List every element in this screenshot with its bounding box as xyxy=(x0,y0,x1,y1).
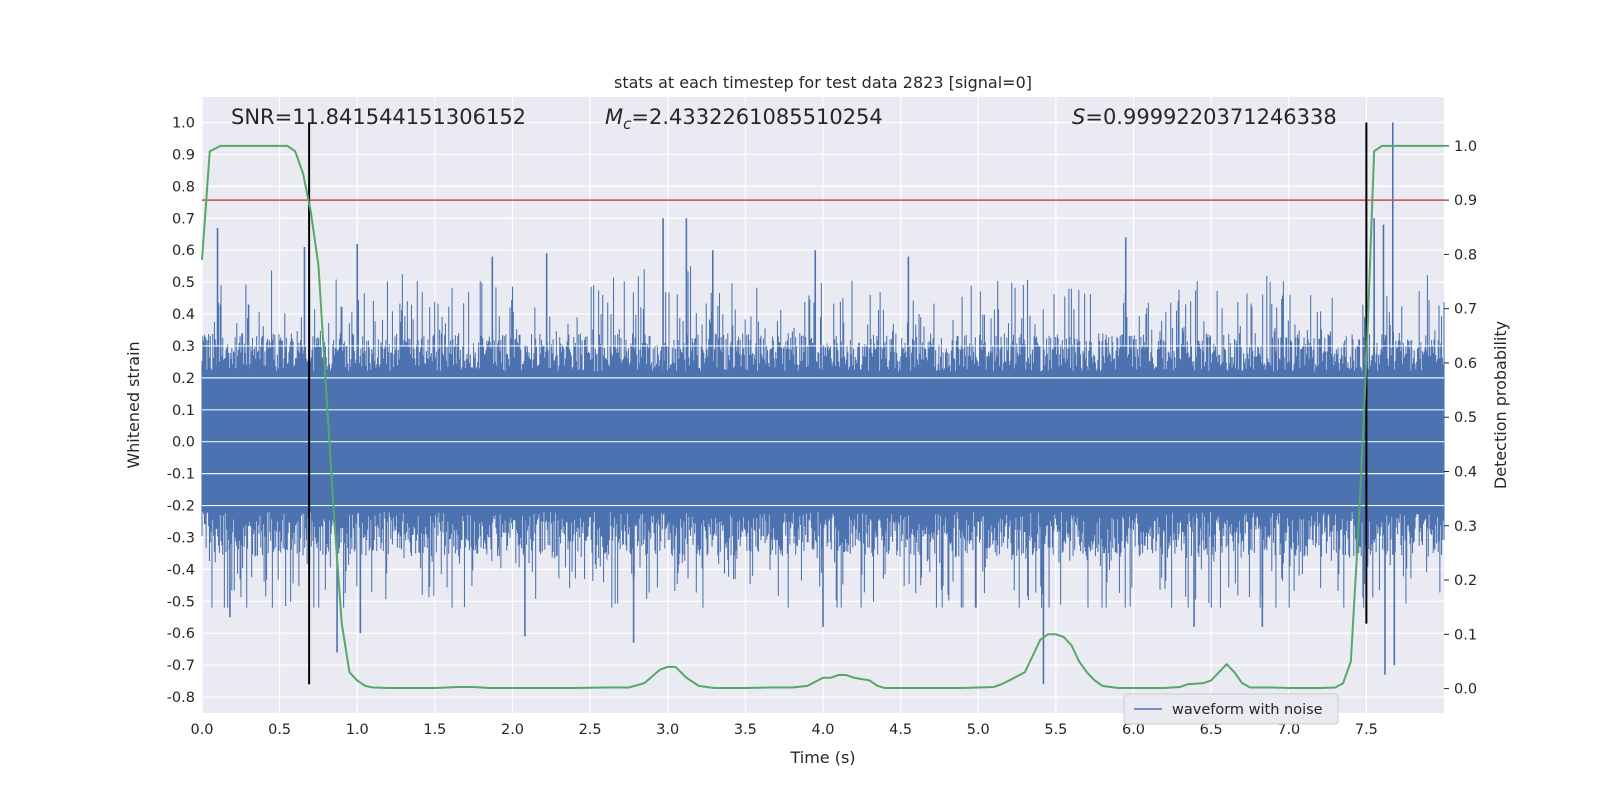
y-tick-label: 0.0 xyxy=(172,435,195,451)
y-tick-label: -0.5 xyxy=(167,594,195,610)
x-tick-label: 2.5 xyxy=(579,722,602,738)
y2-tick-label: 0.0 xyxy=(1454,682,1477,698)
score-symbol: S xyxy=(1072,105,1085,129)
waveform-with-noise-series xyxy=(201,122,1445,685)
y2-tick-label: 0.3 xyxy=(1454,519,1477,535)
legend-box xyxy=(1123,693,1339,725)
x-tick-label: 6.0 xyxy=(1122,722,1145,738)
y2-tick-label: 1.0 xyxy=(1454,139,1477,155)
y-tick-label: 0.1 xyxy=(172,403,195,419)
y-tick-label: -0.8 xyxy=(167,690,195,706)
y2-tick-label: 0.4 xyxy=(1454,464,1477,480)
y-tick-label: 0.3 xyxy=(172,339,195,355)
chirp-mass-subscript: c xyxy=(623,115,632,133)
legend: waveform with noise xyxy=(1123,693,1339,725)
y2-tick-label: 0.2 xyxy=(1454,573,1477,589)
y2-tick-label: 0.9 xyxy=(1454,193,1477,209)
x-tick-label: 6.5 xyxy=(1200,722,1223,738)
x-tick-label: 3.0 xyxy=(656,722,679,738)
y-tick-label: -0.1 xyxy=(167,467,195,483)
chirp-mass-symbol: M xyxy=(605,105,623,129)
detection-probability-line xyxy=(201,144,1444,690)
y-tick-label: 0.7 xyxy=(172,211,195,227)
y2-tick-label: 0.8 xyxy=(1454,247,1477,263)
x-tick-label: 5.5 xyxy=(1044,722,1067,738)
score-value: =0.9999220371246338 xyxy=(1085,105,1336,129)
snr-annotation: SNR=11.841544151306152 xyxy=(231,105,526,129)
y2-tick-label: 0.1 xyxy=(1454,627,1477,643)
overlay-lines xyxy=(201,122,1444,690)
chart-title: stats at each timestep for test data 282… xyxy=(614,73,1032,92)
x-tick-labels: 0.0 0.5 1.0 1.5 2.0 2.5 3.0 3.5 4.0 4.5 5.0 5.5 6.0 6… xyxy=(190,722,1377,738)
score-annotation: S=0.9999220371246338 xyxy=(1072,105,1337,129)
y-tick-label: -0.2 xyxy=(167,499,195,515)
y-tick-label: 0.2 xyxy=(172,371,195,387)
x-tick-label: 7.5 xyxy=(1355,722,1378,738)
x-tick-label: 3.5 xyxy=(734,722,757,738)
y-tick-label: -0.3 xyxy=(167,530,195,546)
x-tick-label: 4.0 xyxy=(811,722,834,738)
x-tick-label: 0.0 xyxy=(190,722,213,738)
y-tick-labels: 1.0 0.9 0.8 0.7 0.6 0.5 0.4 0.3 0.2 0.1 0.0 -0.1 -0.… xyxy=(167,116,195,707)
y-tick-label: -0.6 xyxy=(167,626,195,642)
x-tick-label: 7.0 xyxy=(1277,722,1300,738)
x-tick-label: 0.5 xyxy=(268,722,291,738)
y-tick-label: 0.9 xyxy=(172,147,195,163)
legend-label-waveform: waveform with noise xyxy=(1172,702,1323,718)
y2-axis-label: Detection probability xyxy=(1491,321,1510,489)
y-tick-label: -0.4 xyxy=(167,562,195,578)
x-tick-label: 5.0 xyxy=(967,722,990,738)
x-tick-label: 1.5 xyxy=(423,722,446,738)
x-axis-label: Time (s) xyxy=(789,748,855,767)
chirp-mass-annotation: Mc=2.4332261085510254 xyxy=(605,105,883,133)
y-tick-label: 0.5 xyxy=(172,275,195,291)
y2-tick-label: 0.7 xyxy=(1454,302,1477,318)
x-tick-label: 1.0 xyxy=(346,722,369,738)
y-tick-label: -0.7 xyxy=(167,658,195,674)
y-tick-label: 1.0 xyxy=(172,116,195,132)
y2-tick-label: 0.5 xyxy=(1454,410,1477,426)
y2-tick-labels: 1.0 0.9 0.8 0.7 0.6 0.5 0.4 0.3 0.2 0.1 0.0 xyxy=(1444,139,1477,698)
chirp-mass-value: =2.4332261085510254 xyxy=(631,105,882,129)
y-tick-label: 0.6 xyxy=(172,243,195,259)
y2-tick-label: 0.6 xyxy=(1454,356,1477,372)
y-tick-label: 0.8 xyxy=(172,179,195,195)
x-tick-label: 2.0 xyxy=(501,722,524,738)
x-tick-label: 4.5 xyxy=(889,722,912,738)
y-tick-label: 0.4 xyxy=(172,307,195,323)
y-axis-label: Whitened strain xyxy=(124,341,143,468)
